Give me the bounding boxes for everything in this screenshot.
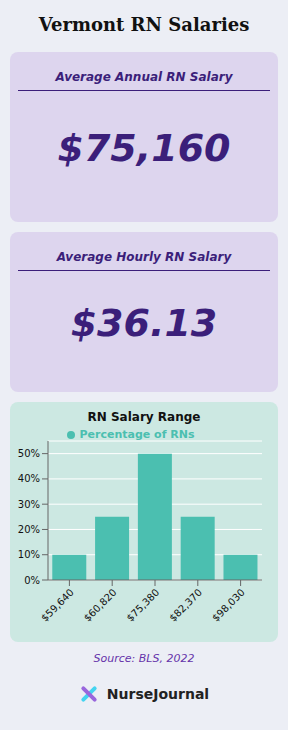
html-text:$75,160: $75,160 [57,126,231,170]
svg-text:30%: 30% [18,499,40,510]
svg-text:$59,640: $59,640 [39,587,76,624]
html-text:RN Salary Range: RN Salary Range [87,410,201,424]
svg-text:0%: 0% [24,575,40,586]
svg-text:10%: 10% [18,549,40,560]
svg-text:$75,380: $75,380 [124,587,161,624]
html-text:$36.13: $36.13 [70,301,218,345]
svg-text:40%: 40% [18,473,40,484]
html-text:Source: BLS, 2022: Source: BLS, 2022 [93,652,195,665]
html-text:Average Hourly RN Salary: Average Hourly RN Salary [56,250,232,264]
svg-text:$82,370: $82,370 [167,587,204,624]
html-text:Percentage of RNs: Percentage of RNs [79,428,195,441]
svg-text:$60,820: $60,820 [82,587,119,624]
html-text:NurseJournal: NurseJournal [106,686,210,702]
svg-text:20%: 20% [18,524,40,535]
html-text:Average Annual RN Salary: Average Annual RN Salary [55,70,233,84]
html-text:Vermont RN Salaries: Vermont RN Salaries [38,14,250,35]
svg-text:$98,030: $98,030 [210,587,247,624]
svg-text:50%: 50% [18,448,40,459]
